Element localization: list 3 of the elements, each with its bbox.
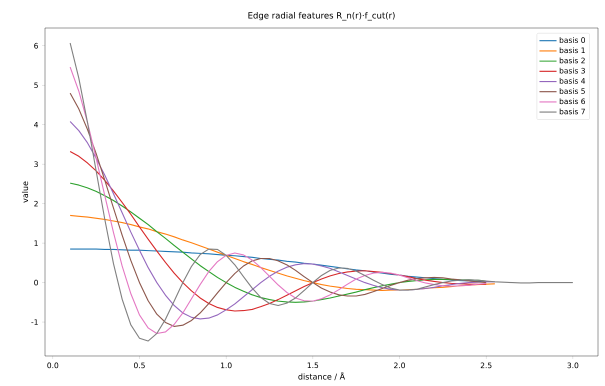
y-axis-title: value [22, 181, 28, 203]
chart-title: Edge radial features R_n(r)·f_cut(r) [248, 12, 395, 20]
x-axis-title: distance / Å [298, 372, 346, 380]
